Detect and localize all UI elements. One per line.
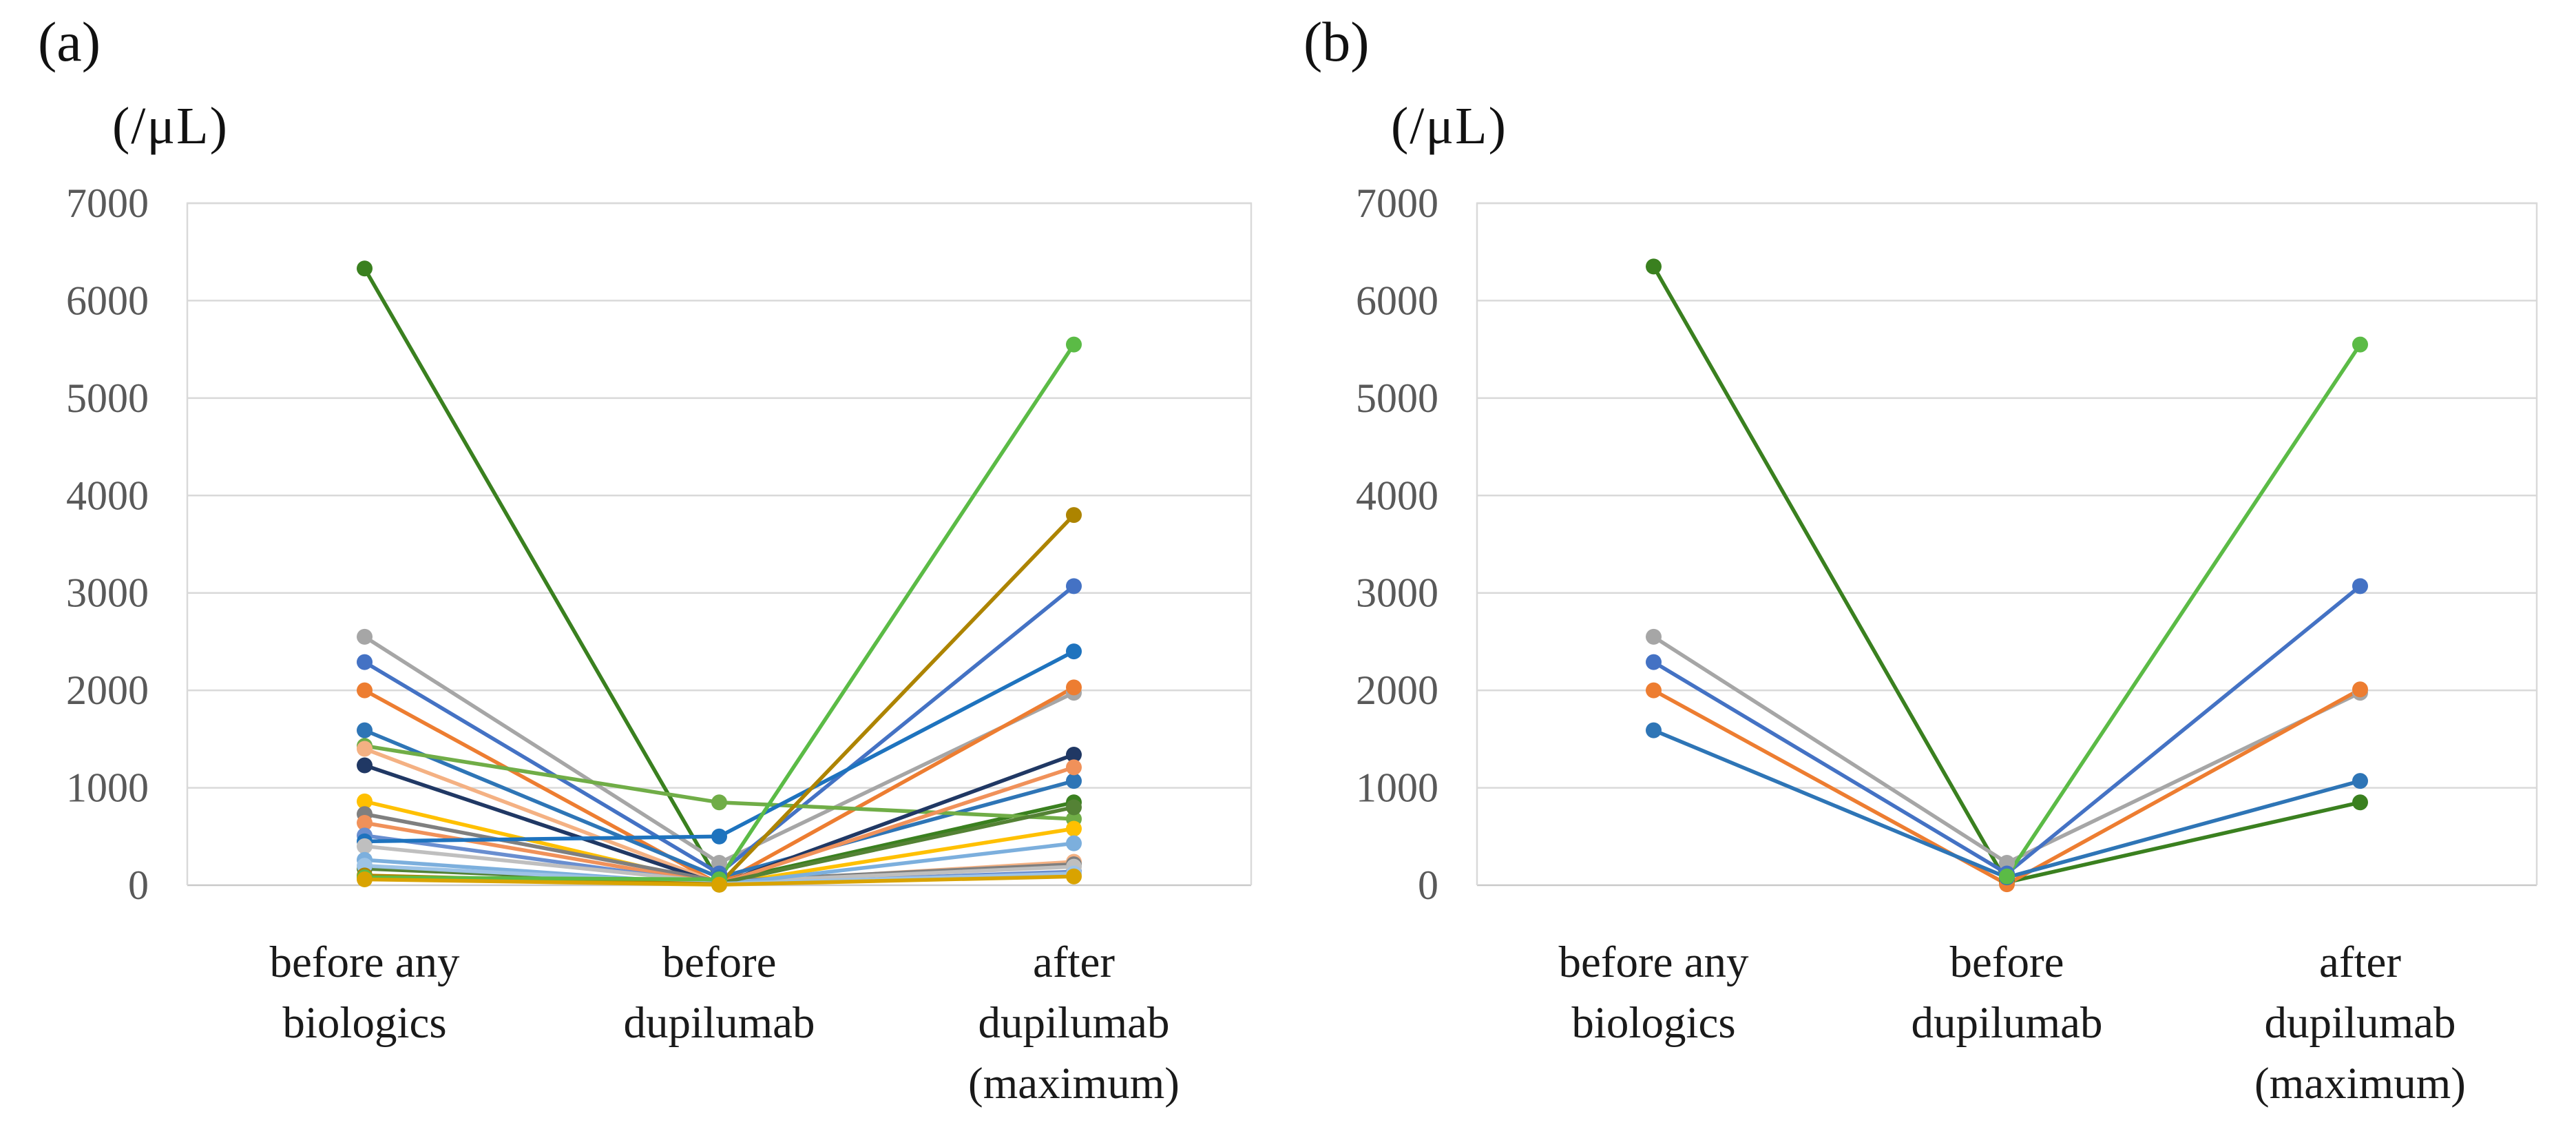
y-tick-label: 1000 — [66, 765, 149, 811]
x-category-label: biologics — [282, 998, 446, 1048]
data-point-patient-dark-green — [2352, 794, 2368, 811]
y-tick-label: 2000 — [66, 668, 149, 713]
y-tick-label: 3000 — [66, 570, 149, 616]
data-point-patient-medium-blue — [2352, 773, 2368, 789]
data-point-patient-medium-blue — [357, 722, 373, 738]
plot-area-border — [186, 202, 1253, 885]
data-point-patient-peach — [357, 741, 373, 757]
y-tick-label: 6000 — [66, 278, 149, 323]
y-tick-label: 3000 — [1356, 570, 1438, 616]
y-tick-label: 1000 — [1356, 765, 1438, 811]
data-point-patient-dark-green — [357, 260, 373, 277]
data-point-patient-teal-blue — [711, 828, 727, 845]
data-point-patient-gold-2 — [357, 871, 373, 888]
data-point-patient-gold — [357, 793, 373, 809]
data-point-patient-light-orange — [357, 814, 373, 831]
x-category-label: biologics — [1571, 998, 1735, 1048]
x-category-label: dupilumab — [978, 998, 1169, 1048]
x-category-label: before — [1950, 938, 2064, 987]
data-point-patient-light-gray — [357, 838, 373, 854]
data-point-patient-gold — [1066, 820, 1082, 837]
data-point-patient-dark-green — [1646, 258, 1662, 275]
data-point-patient-orange — [2352, 681, 2368, 698]
y-tick-label: 7000 — [1356, 180, 1438, 226]
y-tick-label: 7000 — [66, 180, 149, 226]
data-point-patient-light-green — [711, 794, 727, 811]
data-point-patient-dark-gold — [1066, 507, 1082, 524]
data-point-patient-blue — [1646, 654, 1662, 670]
data-point-patient-medium-blue — [1646, 722, 1662, 738]
x-category-label: (maximum) — [968, 1059, 1180, 1108]
panel-a-y-unit-label: (/μL) — [112, 97, 229, 155]
y-tick-label: 5000 — [66, 375, 149, 421]
data-point-patient-gold-2 — [1066, 868, 1082, 885]
data-point-patient-orange — [1066, 679, 1082, 696]
panel-b-label: (b) — [1303, 10, 1370, 73]
series-line-patient-blue — [1651, 584, 2363, 876]
data-point-patient-light-orange — [1066, 759, 1082, 776]
data-point-patient-gray — [1646, 628, 1662, 645]
data-point-patient-blue — [357, 654, 373, 670]
y-tick-label: 0 — [128, 862, 149, 908]
x-category-label: after — [1033, 938, 1115, 987]
x-category-label: before — [662, 938, 777, 987]
data-point-patient-navy — [357, 757, 373, 774]
data-point-patient-orange — [1646, 682, 1662, 699]
data-point-patient-teal-blue — [1066, 643, 1082, 660]
data-point-patient-gold-2 — [711, 876, 727, 893]
y-tick-label: 6000 — [1356, 278, 1438, 323]
x-category-label: after — [2319, 938, 2401, 987]
data-point-patient-green — [1066, 799, 1082, 816]
plot-area-border — [1476, 202, 2538, 885]
x-category-label: dupilumab — [623, 998, 815, 1048]
x-category-label: (maximum) — [2254, 1059, 2466, 1108]
y-tick-label: 2000 — [1356, 668, 1438, 713]
y-tick-label: 4000 — [1356, 473, 1438, 518]
y-tick-label: 0 — [1418, 862, 1438, 908]
x-category-label: before any — [269, 938, 460, 987]
x-category-label: dupilumab — [1911, 998, 2102, 1048]
x-category-label: dupilumab — [2264, 998, 2455, 1048]
data-point-patient-navy — [1066, 746, 1082, 763]
data-point-patient-bright-green — [2352, 336, 2368, 353]
data-point-patient-medium-blue — [1066, 773, 1082, 789]
panel-a-label: (a) — [38, 10, 101, 73]
x-category-label: before any — [1558, 938, 1749, 987]
series-line-patient-dark-green — [1651, 265, 2363, 885]
data-point-patient-gray — [357, 628, 373, 645]
data-point-patient-blue — [2352, 578, 2368, 594]
series-line-patient-bright-green — [2004, 342, 2363, 879]
panel-b-y-unit-label: (/μL) — [1391, 97, 1507, 155]
y-tick-label: 5000 — [1356, 375, 1438, 421]
y-tick-label: 4000 — [66, 473, 149, 518]
data-point-patient-orange — [357, 682, 373, 699]
data-point-patient-bright-green — [1066, 336, 1082, 353]
data-point-patient-sky-blue — [1066, 835, 1082, 851]
data-point-patient-blue — [1066, 578, 1082, 594]
data-point-patient-bright-green — [1999, 868, 2015, 885]
